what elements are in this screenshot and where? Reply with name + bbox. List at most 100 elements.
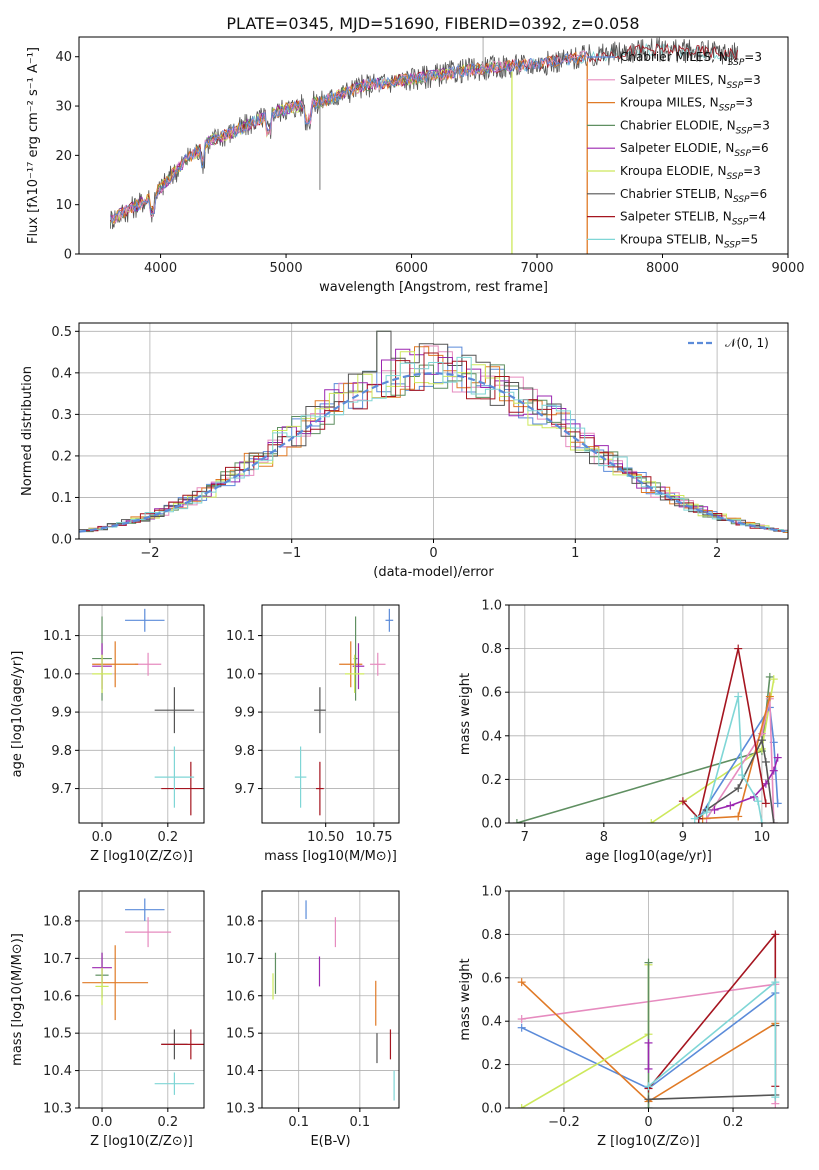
x-tick-label: 7000 — [520, 261, 553, 276]
x-tick-label: 0.0 — [92, 1115, 113, 1130]
x-tick-label: −2 — [140, 546, 159, 561]
y-tick-label: 10.4 — [226, 1064, 255, 1079]
normal-curve — [79, 372, 786, 533]
y-tick-label: 0.2 — [481, 1058, 502, 1073]
x-tick-label: 9000 — [771, 261, 804, 276]
plot-area — [79, 891, 204, 1108]
y-axis-label: mass weight — [458, 673, 473, 755]
y-tick-label: 10.1 — [226, 629, 255, 644]
axes-weight_vs_Z: −0.2 0 0.2 0.0 0.2 0.4 0.6 0.8 1.0 Z [log10(Z/Z⊙)… — [458, 885, 789, 1149]
legend-label: Salpeter ELODIE, NSSP=6 — [620, 141, 769, 159]
y-axis-label: Normed distribution — [20, 366, 35, 496]
axes-frame — [78, 604, 205, 824]
axes-frame — [78, 322, 789, 540]
axes-frame — [261, 604, 400, 824]
y-tick-label: 0.6 — [481, 686, 502, 701]
y-tick-label: 10.4 — [43, 1064, 72, 1079]
x-tick-label: 8 — [600, 830, 608, 845]
spectrum-line — [110, 50, 587, 224]
x-tick-label: 0.0 — [92, 830, 113, 845]
plot-content — [512, 644, 782, 823]
y-tick-label: 0.4 — [481, 1015, 502, 1030]
x-axis-label: Z [log10(Z/Z⊙)] — [90, 1134, 193, 1149]
figure-title: PLATE=0345, MJD=51690, FIBERID=0392, z=0… — [226, 14, 639, 33]
plot-area — [509, 605, 788, 823]
axes-age_vs_mass: 10.50 10.75 9.7 9.8 9.9 10.0 10.1 mass [log10(M… — [226, 604, 400, 864]
spectrum-line — [110, 51, 587, 223]
y-tick-label: 10.7 — [43, 952, 72, 967]
x-tick-label: 9 — [679, 830, 687, 845]
y-tick-label: 0.4 — [481, 729, 502, 744]
plot-area — [262, 891, 399, 1108]
x-axis-label: Z [log10(Z/Z⊙)] — [597, 1134, 700, 1149]
legend-label: Kroupa STELIB, NSSP=5 — [620, 232, 758, 250]
plot-content — [517, 930, 780, 1108]
axes-frame — [508, 604, 789, 824]
x-tick-label: 0 — [644, 1115, 652, 1130]
plot-content — [82, 898, 204, 1095]
y-tick-label: 0.0 — [51, 533, 72, 548]
plot-content — [92, 608, 204, 816]
plot-content — [272, 900, 395, 1101]
x-tick-label: 0.2 — [157, 830, 178, 845]
y-tick-label: 10.5 — [226, 1027, 255, 1042]
x-axis-label: E(B-V) — [310, 1134, 350, 1149]
y-tick-label: 10.7 — [226, 952, 255, 967]
y-tick-label: 0.5 — [51, 325, 72, 340]
axes-mass_vs_EBV: 0.1 0.1 10.3 10.4 10.5 10.6 10.7 10.8 E(B-V) — [226, 890, 400, 1149]
legend-label: Chabrier ELODIE, NSSP=3 — [620, 118, 770, 136]
legend-label: Chabrier STELIB, NSSP=6 — [620, 187, 767, 205]
plot-area — [262, 605, 399, 823]
spectrum-line — [110, 62, 512, 224]
y-axis-label: age [log10(age/yr)] — [10, 651, 25, 778]
x-axis-label: mass [log10(M/M⊙)] — [264, 849, 397, 864]
y-tick-label: 0.8 — [481, 642, 502, 657]
y-tick-label: 1.0 — [481, 599, 502, 614]
x-tick-label: 0.1 — [350, 1115, 371, 1130]
y-tick-label: 9.9 — [234, 706, 255, 721]
plot-area — [79, 605, 204, 823]
x-axis-label: (data-model)/error — [373, 565, 494, 580]
y-tick-label: 1.0 — [481, 885, 502, 900]
x-tick-label: 2 — [713, 546, 721, 561]
y-axis-label: mass weight — [458, 958, 473, 1040]
weight-series — [705, 698, 775, 823]
axes-residuals: −2 −1 0 1 2 0.0 0.1 0.2 0.3 0.4 0.5 (data-model)/er… — [20, 322, 789, 580]
x-tick-label: 10.50 — [307, 830, 344, 845]
y-tick-label: 10.3 — [226, 1102, 255, 1117]
weight-series — [698, 737, 775, 823]
plot-content — [110, 37, 738, 254]
legend-label: Salpeter STELIB, NSSP=4 — [620, 210, 766, 228]
y-tick-label: 0.0 — [481, 1102, 502, 1117]
y-tick-label: 20 — [55, 149, 72, 164]
axes-frame — [78, 36, 789, 255]
weight-series — [698, 705, 779, 820]
legend-label: Kroupa ELODIE, NSSP=3 — [620, 164, 761, 182]
x-tick-label: −1 — [282, 546, 301, 561]
y-tick-label: 10.0 — [43, 667, 72, 682]
weight-series — [682, 648, 767, 821]
axes-frame — [508, 890, 789, 1109]
y-tick-label: 9.8 — [51, 744, 72, 759]
y-tick-label: 0.2 — [51, 449, 72, 464]
y-tick-label: 0.1 — [51, 491, 72, 506]
y-tick-label: 9.7 — [234, 782, 255, 797]
x-tick-label: 0 — [429, 546, 437, 561]
y-tick-label: 10 — [55, 198, 72, 213]
weight-series — [714, 757, 779, 811]
y-axis-label: mass [log10(M/M⊙)] — [10, 933, 25, 1066]
weight-series — [694, 696, 763, 823]
axes-mass_vs_Z: 0.0 0.2 10.3 10.4 10.5 10.6 10.7 10.8 Z [log10(Z… — [10, 890, 205, 1149]
legend-label: 𝒩(0, 1) — [725, 336, 769, 350]
y-tick-label: 10.1 — [43, 629, 72, 644]
y-tick-label: 10.8 — [43, 914, 72, 929]
x-tick-label: −0.2 — [548, 1115, 580, 1130]
y-tick-label: 10.5 — [43, 1027, 72, 1042]
y-tick-label: 0.4 — [51, 366, 72, 381]
x-axis-label: Z [log10(Z/Z⊙)] — [90, 849, 193, 864]
x-tick-label: 5000 — [270, 261, 303, 276]
y-axis-label: Flux [fλ10⁻¹⁷ erg cm⁻² s⁻¹ A⁻¹] — [26, 47, 41, 244]
x-tick-label: 1 — [571, 546, 579, 561]
y-tick-label: 0.8 — [481, 928, 502, 943]
